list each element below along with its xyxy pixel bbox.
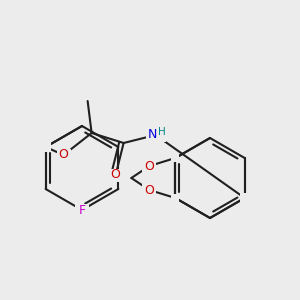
Bar: [171, 194, 179, 202]
Text: O: O: [59, 148, 69, 161]
Text: O: O: [111, 169, 121, 182]
Text: F: F: [78, 203, 85, 217]
Bar: [40, 142, 51, 152]
Text: O: O: [144, 184, 154, 196]
Bar: [142, 160, 156, 172]
Text: H: H: [158, 127, 166, 137]
Bar: [57, 148, 70, 161]
Bar: [142, 184, 156, 196]
Text: N: N: [148, 128, 157, 142]
Bar: [75, 203, 89, 217]
Bar: [146, 128, 166, 142]
Text: O: O: [144, 160, 154, 172]
Bar: [240, 193, 250, 203]
Bar: [171, 154, 179, 162]
Bar: [109, 169, 123, 182]
